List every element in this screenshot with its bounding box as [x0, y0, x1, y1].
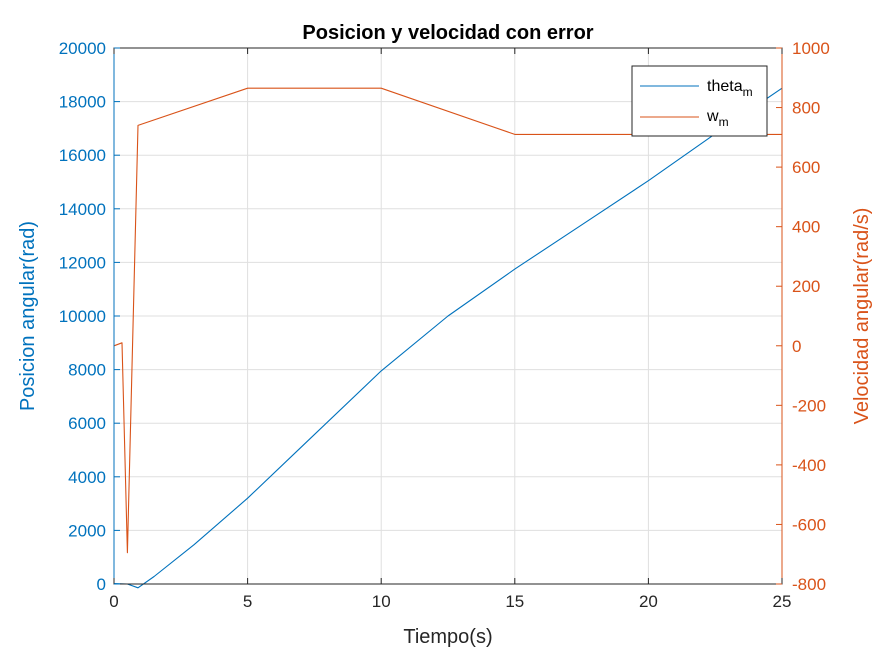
legend-label-w-sub: m	[719, 115, 729, 129]
y-right-tick-label: -400	[792, 456, 826, 475]
legend-label-w: wm	[706, 108, 729, 129]
y-left-tick-label: 6000	[68, 414, 106, 433]
y-axis-label-left: Posicion angular(rad)	[17, 221, 39, 411]
y-right-tick-label: -800	[792, 575, 826, 594]
y-left-tick-label: 14000	[59, 200, 106, 219]
y-left-tick-label: 18000	[59, 93, 106, 112]
legend-label-w-base: w	[706, 108, 719, 125]
y-left-tick-label: 0	[97, 575, 106, 594]
y-right-tick-label: -600	[792, 515, 826, 534]
y-left-tick-label: 2000	[68, 521, 106, 540]
legend-label-theta-sub: m	[743, 85, 753, 99]
y-right-tick-label: 200	[792, 277, 820, 296]
y-left-tick-label: 20000	[59, 39, 106, 58]
x-tick-label: 15	[505, 592, 524, 611]
tick-group: 0 5 10 15 20 25020004000600080001000012000140…	[59, 39, 830, 611]
series-group	[113, 87, 783, 589]
chart-title: Posicion y velocidad con error	[302, 22, 593, 44]
y-left-tick-label: 16000	[59, 146, 106, 165]
series-line-theta	[113, 87, 783, 589]
x-tick-label: 25	[773, 592, 792, 611]
y-right-tick-label: -200	[792, 396, 826, 415]
legend-label-theta-base: theta	[707, 78, 743, 95]
y-left-tick-label: 10000	[59, 307, 106, 326]
x-tick-label: 5	[243, 592, 252, 611]
y-left-tick-label: 12000	[59, 253, 106, 272]
legend: thetam wm	[631, 65, 768, 137]
y-axis-label-right: Velocidad angular(rad/s)	[851, 208, 873, 425]
y-right-tick-label: 1000	[792, 39, 830, 58]
x-tick-label: 10	[372, 592, 391, 611]
y-right-tick-label: 0	[792, 337, 801, 356]
y-left-tick-label: 4000	[68, 468, 106, 487]
legend-label-theta: thetam	[707, 78, 753, 99]
x-tick-label: 0	[109, 592, 118, 611]
y-right-tick-label: 800	[792, 99, 820, 118]
y-left-tick-label: 8000	[68, 361, 106, 380]
x-tick-label: 20	[639, 592, 658, 611]
legend-box	[631, 65, 768, 137]
series-line-w	[113, 87, 782, 554]
x-axis-label: Tiempo(s)	[403, 626, 492, 648]
y-right-tick-label: 400	[792, 218, 820, 237]
y-right-tick-label: 600	[792, 158, 820, 177]
